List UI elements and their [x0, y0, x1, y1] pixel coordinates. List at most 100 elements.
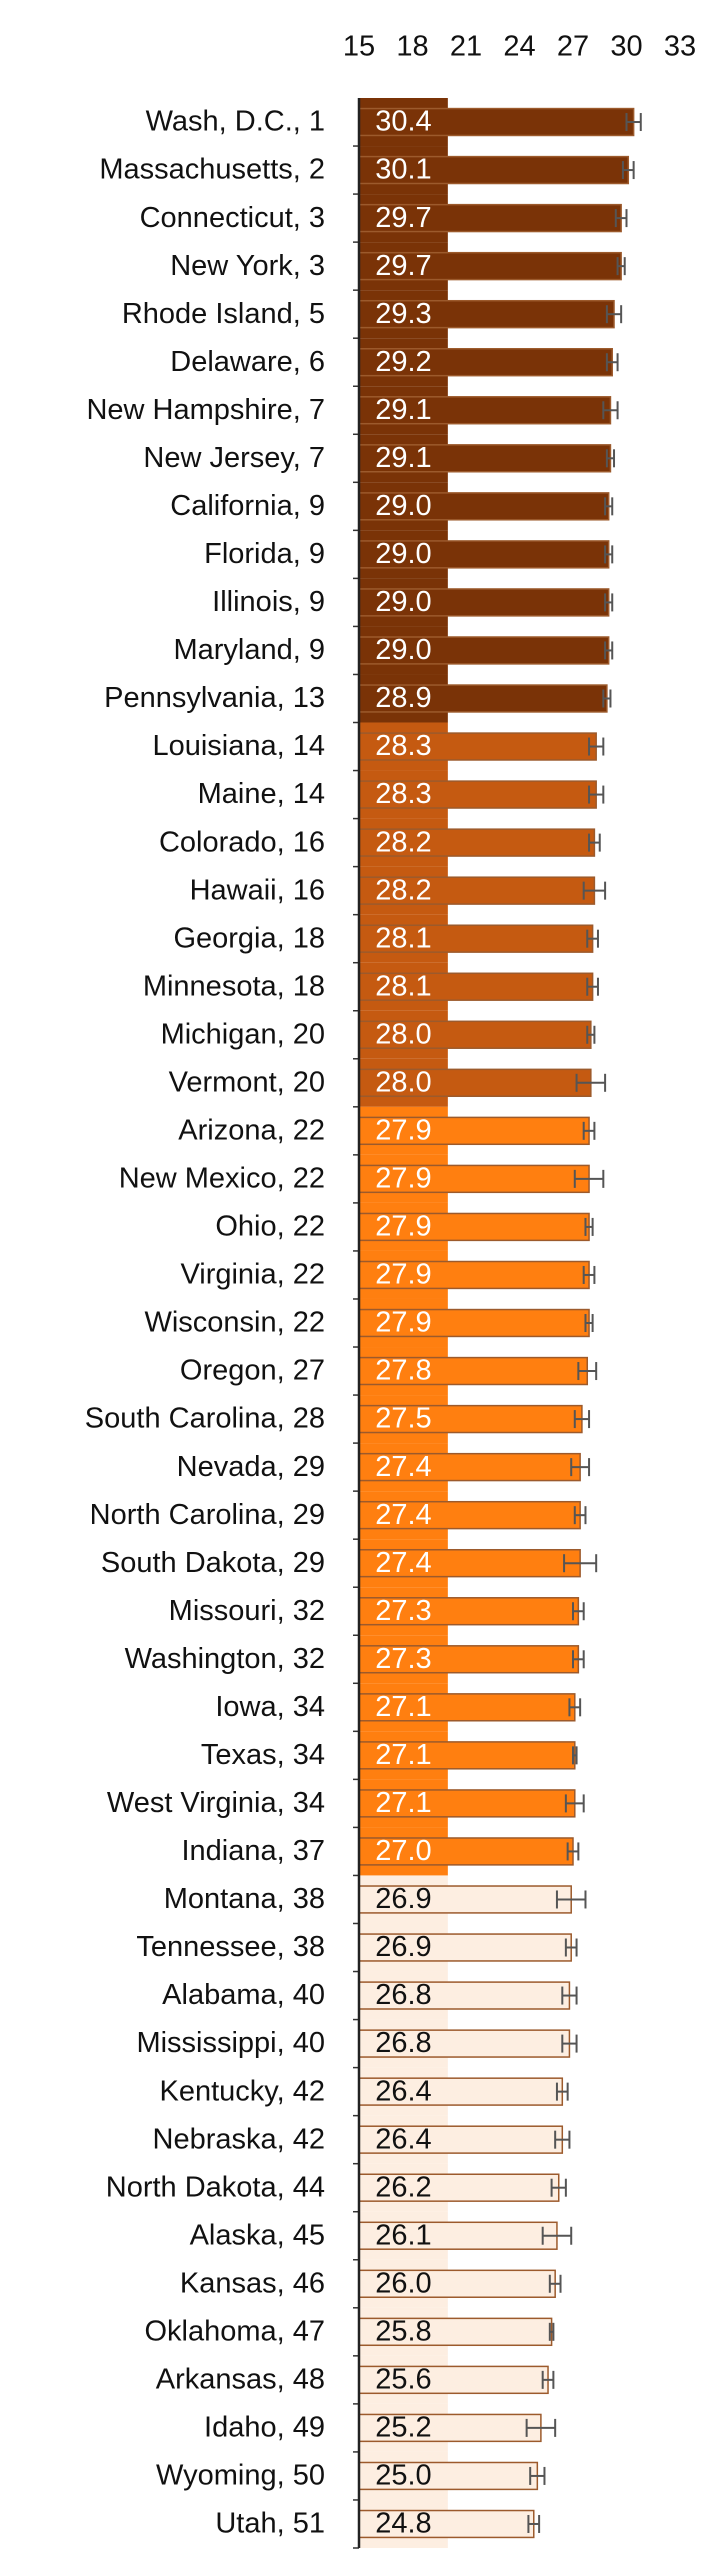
value-label: 26.1 [375, 2219, 431, 2251]
bar [358, 1116, 590, 1146]
value-label: 28.3 [375, 778, 431, 810]
bar [358, 1500, 581, 1530]
value-label: 28.0 [375, 1018, 431, 1050]
bar [358, 1693, 576, 1722]
value-label: 26.8 [375, 2027, 431, 2059]
value-label: 27.5 [375, 1403, 431, 1435]
value-label: 27.9 [375, 1259, 431, 1291]
category-label: Massachusetts, 2 [99, 154, 325, 186]
category-label: Florida, 9 [204, 538, 325, 570]
bar [358, 1020, 592, 1049]
x-tick-label: 15 [343, 31, 375, 63]
category-label: Oklahoma, 47 [144, 2315, 325, 2347]
category-label: Connecticut, 3 [140, 202, 325, 234]
value-label: 28.0 [375, 1066, 431, 1098]
value-label: 26.4 [375, 2123, 431, 2155]
category-label: New Mexico, 22 [119, 1163, 325, 1195]
value-label: 28.9 [375, 682, 431, 714]
value-label: 26.4 [375, 2075, 431, 2107]
value-label: 29.0 [375, 490, 431, 522]
value-label: 26.2 [375, 2171, 431, 2203]
value-label: 29.7 [375, 250, 431, 282]
category-label: New Hampshire, 7 [86, 394, 325, 426]
category-label: Delaware, 6 [170, 346, 325, 378]
category-label: Minnesota, 18 [143, 970, 325, 1002]
bar [358, 492, 610, 521]
value-label: 26.9 [375, 1931, 431, 1963]
category-label: Arkansas, 48 [156, 2364, 325, 2396]
category-label: New York, 3 [170, 250, 325, 282]
value-label: 25.2 [375, 2412, 431, 2444]
x-tick-label: 33 [664, 31, 696, 63]
bar [358, 2173, 560, 2202]
category-label: South Carolina, 28 [85, 1403, 325, 1435]
bar [358, 444, 612, 473]
bar [358, 1068, 592, 1098]
value-label: 27.3 [375, 1643, 431, 1675]
category-label: Kentucky, 42 [159, 2075, 325, 2107]
bar [358, 2269, 556, 2298]
bar [358, 732, 597, 761]
category-label: Maryland, 9 [173, 634, 325, 666]
value-label: 27.0 [375, 1835, 431, 1867]
value-label: 28.1 [375, 922, 431, 954]
category-label: North Dakota, 44 [106, 2171, 325, 2203]
category-label: North Carolina, 29 [90, 1499, 325, 1531]
bar [358, 1837, 574, 1866]
value-label: 27.1 [375, 1787, 431, 1819]
bar [358, 2413, 542, 2443]
category-label: Michigan, 20 [161, 1018, 325, 1050]
x-tick-label: 21 [450, 31, 482, 63]
category-label: Iowa, 34 [215, 1691, 325, 1723]
value-label: 27.8 [375, 1355, 431, 1387]
bar [358, 972, 594, 1001]
bar [358, 924, 594, 953]
category-label: Mississippi, 40 [136, 2027, 325, 2059]
value-label: 27.9 [375, 1307, 431, 1339]
category-label: Alaska, 45 [190, 2219, 325, 2251]
value-label: 27.1 [375, 1739, 431, 1771]
category-label: West Virginia, 34 [107, 1787, 325, 1819]
category-label: Tennessee, 38 [136, 1931, 325, 1963]
category-label: Missouri, 32 [169, 1595, 325, 1627]
value-label: 29.7 [375, 202, 431, 234]
category-label: Montana, 38 [164, 1883, 325, 1915]
category-label: Texas, 34 [201, 1739, 325, 1771]
value-label: 28.3 [375, 730, 431, 762]
value-label: 25.6 [375, 2364, 431, 2396]
value-label: 29.1 [375, 394, 431, 426]
value-label: 27.4 [375, 1451, 431, 1483]
value-label: 27.9 [375, 1211, 431, 1243]
category-label: Louisiana, 14 [152, 730, 325, 762]
bar [358, 636, 610, 665]
category-label: Hawaii, 16 [190, 874, 325, 906]
x-tick-label: 24 [503, 31, 535, 63]
x-tick-label: 18 [396, 31, 428, 63]
bar [358, 107, 635, 137]
category-label: Rhode Island, 5 [122, 298, 325, 330]
category-label: Vermont, 20 [169, 1066, 325, 1098]
value-label: 27.9 [375, 1163, 431, 1195]
category-label: Utah, 51 [215, 2508, 325, 2540]
value-label: 28.2 [375, 874, 431, 906]
value-label: 26.9 [375, 1883, 431, 1915]
bar [358, 2077, 564, 2106]
category-label: Idaho, 49 [204, 2412, 325, 2444]
category-label: Indiana, 37 [181, 1835, 325, 1867]
value-label: 28.1 [375, 970, 431, 1002]
category-label: Nevada, 29 [177, 1451, 325, 1483]
value-label: 24.8 [375, 2508, 431, 2540]
category-label: Virginia, 22 [180, 1259, 325, 1291]
value-label: 30.4 [375, 106, 431, 138]
category-label: Wisconsin, 22 [144, 1307, 325, 1339]
value-label: 29.0 [375, 586, 431, 618]
value-label: 29.2 [375, 346, 431, 378]
category-label: Maine, 14 [198, 778, 325, 810]
bar [358, 1356, 589, 1386]
value-label: 27.4 [375, 1499, 431, 1531]
category-label: Colorado, 16 [159, 826, 325, 858]
bar [358, 1597, 580, 1626]
value-label: 27.3 [375, 1595, 431, 1627]
value-label: 27.1 [375, 1691, 431, 1723]
